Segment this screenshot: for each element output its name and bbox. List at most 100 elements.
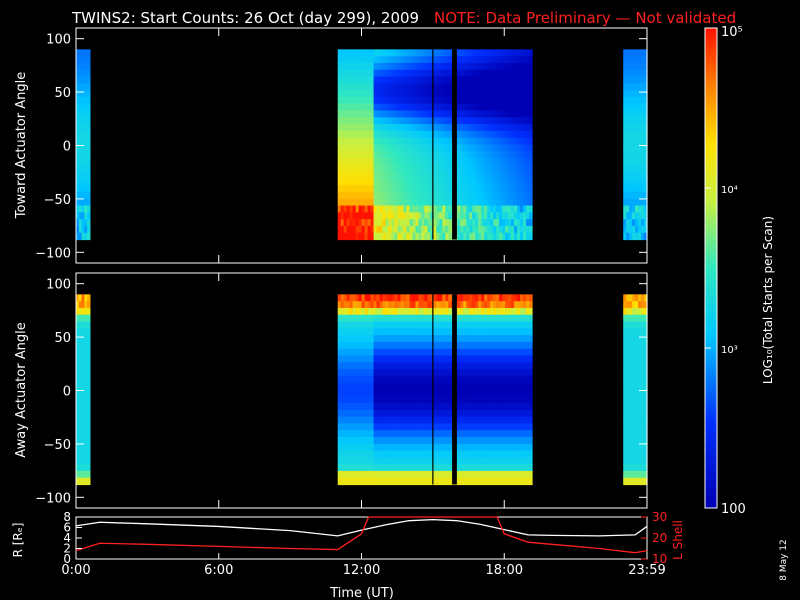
- away-heat-cell: [430, 382, 434, 391]
- away-heat-cell: [490, 470, 494, 479]
- toward-heat-cell: [388, 96, 393, 105]
- away-heat-cell: [433, 477, 437, 486]
- toward-heat-cell: [361, 124, 366, 132]
- toward-heat-cell: [84, 164, 88, 173]
- toward-heat-cell: [626, 56, 630, 64]
- away-heat-cell: [370, 348, 375, 357]
- away-heat-cell: [523, 403, 527, 411]
- away-heat-cell: [379, 348, 384, 357]
- toward-heat-cell: [632, 49, 636, 57]
- away-heat-cell: [623, 477, 627, 486]
- away-heat-cell: [490, 328, 494, 336]
- toward-heat-cell: [496, 110, 500, 118]
- toward-heat-cell: [346, 219, 351, 227]
- away-heat-cell: [403, 375, 408, 384]
- away-heat-cell: [379, 382, 384, 391]
- toward-heat-cell: [373, 69, 378, 78]
- away-heat-cell: [629, 464, 633, 472]
- toward-heat-cell: [445, 96, 449, 105]
- toward-heat-cell: [469, 178, 473, 186]
- toward-heat-cell: [626, 49, 630, 57]
- toward-heat-cell: [346, 151, 351, 159]
- away-heat-cell: [81, 335, 85, 343]
- away-heat-cell: [436, 382, 440, 391]
- toward-heat-cell: [433, 191, 437, 200]
- toward-heat-cell: [481, 151, 485, 159]
- toward-heat-cell: [433, 171, 437, 179]
- toward-heat-cell: [87, 185, 91, 193]
- away-heat-cell: [629, 355, 633, 363]
- toward-heat-cell: [448, 117, 452, 125]
- away-heat-cell: [436, 348, 440, 357]
- away-heat-cell: [493, 348, 497, 357]
- toward-heat-cell: [499, 103, 503, 112]
- toward-heat-cell: [457, 56, 461, 64]
- away-heat-cell: [421, 362, 425, 370]
- away-heat-cell: [76, 321, 80, 329]
- toward-heat-cell: [517, 137, 521, 146]
- away-heat-cell: [638, 403, 642, 411]
- toward-heat-cell: [644, 232, 648, 241]
- toward-heat-cell: [76, 164, 80, 173]
- orbit-right-tick-label: 20: [652, 531, 667, 545]
- toward-heat-cell: [418, 151, 423, 159]
- toward-heat-cell: [490, 76, 494, 84]
- away-heat-cell: [490, 436, 494, 445]
- toward-heat-cell: [433, 205, 437, 213]
- away-heat-cell: [526, 301, 530, 309]
- orbit-left-tick-label: 4: [63, 531, 71, 545]
- toward-heat-cell: [364, 83, 369, 91]
- away-heat-cell: [466, 470, 470, 479]
- toward-heat-cell: [481, 49, 485, 57]
- away-heat-cell: [400, 362, 405, 370]
- toward-heat-cell: [343, 90, 348, 98]
- toward-heat-cell: [484, 62, 488, 71]
- toward-heat-cell: [460, 69, 464, 78]
- away-ylabel: Away Actuator Angle: [14, 322, 29, 457]
- away-heat-cell: [340, 430, 345, 438]
- toward-heat-cell: [370, 158, 375, 166]
- away-heat-cell: [508, 423, 512, 431]
- toward-heat-cell: [487, 178, 491, 186]
- away-heat-cell: [397, 430, 402, 438]
- away-heat-cell: [472, 396, 476, 404]
- away-heat-cell: [487, 348, 491, 357]
- away-heat-cell: [84, 321, 88, 329]
- toward-heat-cell: [457, 90, 461, 98]
- toward-heat-cell: [641, 103, 645, 112]
- toward-heat-cell: [466, 69, 470, 78]
- away-heat-cell: [376, 321, 381, 329]
- away-heat-cell: [394, 477, 399, 486]
- away-heat-cell: [340, 294, 345, 302]
- toward-heat-cell: [499, 212, 503, 220]
- away-heat-cell: [635, 375, 639, 384]
- away-heat-cell: [439, 294, 443, 302]
- toward-heat-cell: [520, 69, 524, 78]
- toward-heat-cell: [457, 219, 461, 227]
- away-heat-cell: [406, 396, 411, 404]
- toward-heat-cell: [496, 137, 500, 146]
- away-heat-cell: [427, 409, 431, 418]
- toward-heat-cell: [343, 178, 348, 186]
- toward-heat-cell: [382, 158, 387, 166]
- away-heat-cell: [424, 396, 428, 404]
- toward-heat-cell: [481, 185, 485, 193]
- away-heat-cell: [355, 457, 360, 465]
- toward-heat-cell: [526, 103, 530, 112]
- toward-heat-cell: [340, 90, 345, 98]
- away-heat-cell: [352, 423, 357, 431]
- away-heat-cell: [502, 430, 506, 438]
- toward-heat-cell: [415, 198, 420, 207]
- toward-heat-cell: [424, 164, 428, 173]
- away-heat-cell: [526, 403, 530, 411]
- away-heat-cell: [496, 409, 500, 418]
- away-heat-cell: [427, 341, 431, 350]
- toward-heat-cell: [397, 49, 402, 57]
- away-heat-cell: [421, 301, 425, 309]
- away-heat-cell: [394, 301, 399, 309]
- away-heat-cell: [517, 457, 521, 465]
- away-heat-cell: [475, 335, 479, 343]
- away-heat-cell: [514, 409, 518, 418]
